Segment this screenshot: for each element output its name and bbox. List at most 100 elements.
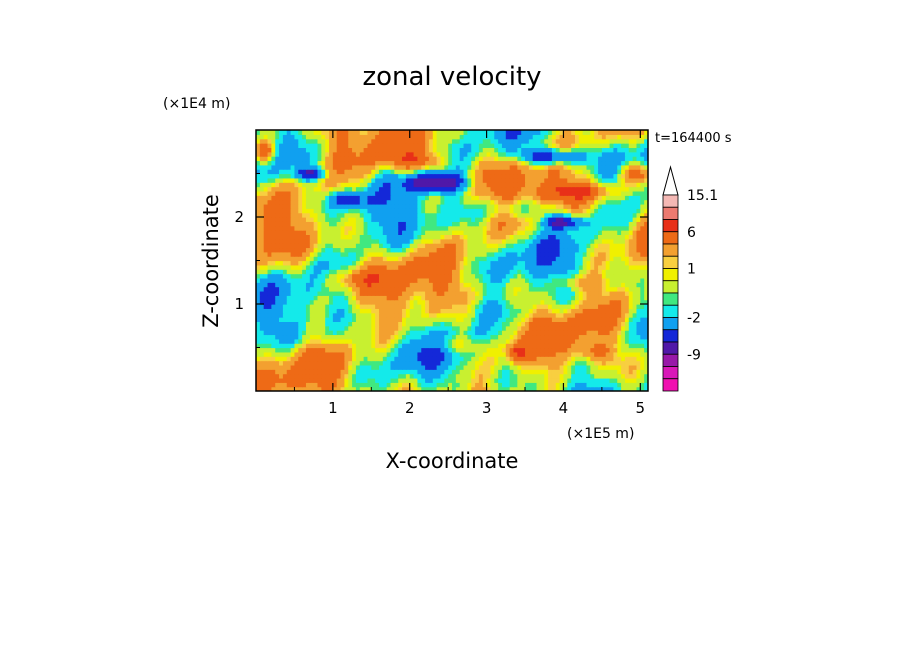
field-cell xyxy=(309,308,315,314)
field-cell xyxy=(494,386,499,391)
field-cell xyxy=(644,186,648,192)
field-cell xyxy=(528,317,534,322)
field-cell xyxy=(586,347,591,353)
field-cell xyxy=(478,273,484,279)
field-cell xyxy=(286,330,292,336)
field-cell xyxy=(463,264,468,270)
field-cell xyxy=(332,386,338,391)
field-cell xyxy=(302,177,307,183)
field-cell xyxy=(513,369,518,375)
field-cell xyxy=(621,373,626,379)
field-cell xyxy=(544,286,549,292)
field-cell xyxy=(536,247,541,253)
field-cell xyxy=(405,356,411,362)
field-cell xyxy=(540,330,545,336)
field-cell xyxy=(578,304,584,309)
field-cell xyxy=(317,338,322,344)
field-cell xyxy=(528,295,534,301)
field-cell xyxy=(352,195,357,201)
field-cell xyxy=(582,182,588,188)
field-cell xyxy=(509,317,515,322)
field-cell xyxy=(582,221,588,227)
field-cell xyxy=(378,338,384,344)
field-cell xyxy=(432,182,438,188)
field-cell xyxy=(321,386,326,391)
field-cell xyxy=(340,386,345,391)
field-cell xyxy=(367,308,372,314)
field-cell xyxy=(540,269,545,275)
field-cell xyxy=(309,212,315,218)
field-cell xyxy=(644,334,648,340)
field-cell xyxy=(413,234,419,240)
field-cell xyxy=(313,351,319,357)
field-cell xyxy=(463,321,468,327)
field-cell xyxy=(371,182,376,188)
field-cell xyxy=(617,234,622,240)
field-cell xyxy=(305,238,311,244)
field-cell xyxy=(490,325,495,331)
field-cell xyxy=(309,386,315,391)
field-cell xyxy=(628,190,634,196)
field-cell xyxy=(298,286,303,292)
field-cell xyxy=(517,286,522,292)
field-cell xyxy=(317,199,322,205)
field-cell xyxy=(378,386,384,391)
field-cell xyxy=(605,203,611,209)
field-cell xyxy=(348,369,353,375)
field-cell xyxy=(259,356,265,362)
field-cell xyxy=(298,238,303,244)
field-cell xyxy=(359,360,365,366)
field-cell xyxy=(340,230,345,235)
field-cell xyxy=(501,351,507,357)
field-cell xyxy=(321,373,326,379)
field-cell xyxy=(567,190,572,196)
field-cell xyxy=(444,182,449,188)
field-cell xyxy=(448,212,453,218)
field-cell xyxy=(486,347,492,353)
field-cell xyxy=(305,199,311,205)
field-cell xyxy=(571,312,576,318)
field-cell xyxy=(329,347,334,353)
field-cell xyxy=(509,286,515,292)
field-cell xyxy=(321,234,326,240)
field-cell xyxy=(601,377,607,383)
field-cell xyxy=(367,377,372,383)
field-cell xyxy=(590,304,595,309)
field-cell xyxy=(313,312,319,318)
field-cell xyxy=(471,308,476,314)
field-cell xyxy=(551,251,557,257)
field-cell xyxy=(505,186,511,192)
field-cell xyxy=(413,299,419,305)
field-cell xyxy=(313,186,319,192)
field-cell xyxy=(332,203,338,209)
field-cell xyxy=(551,247,557,253)
field-cell xyxy=(286,299,292,305)
field-cell xyxy=(428,364,434,370)
field-cell xyxy=(471,260,476,266)
field-cell xyxy=(598,260,603,266)
field-cell xyxy=(325,364,330,370)
field-cell xyxy=(455,347,461,353)
field-cell xyxy=(359,277,365,283)
field-cell xyxy=(382,382,388,388)
field-cell xyxy=(582,360,588,366)
field-cell xyxy=(551,321,557,327)
field-cell xyxy=(494,304,499,309)
field-cell xyxy=(598,286,603,292)
field-cell xyxy=(548,369,553,375)
field-cell xyxy=(563,277,568,283)
field-cell xyxy=(348,351,353,357)
field-cell xyxy=(340,317,345,322)
field-cell xyxy=(601,386,607,391)
field-cell xyxy=(352,304,357,309)
field-cell xyxy=(329,273,334,279)
field-cell xyxy=(294,321,299,327)
field-cell xyxy=(302,369,307,375)
field-cell xyxy=(425,356,430,362)
field-cell xyxy=(632,225,638,231)
field-cell xyxy=(398,360,403,366)
field-cell xyxy=(382,256,388,262)
field-cell xyxy=(528,251,534,257)
field-cell xyxy=(298,182,303,188)
field-cell xyxy=(578,208,584,214)
